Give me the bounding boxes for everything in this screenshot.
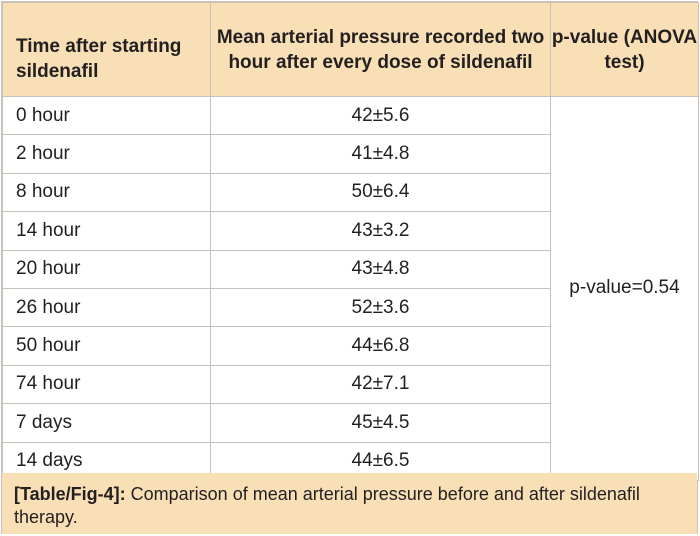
time-cell: 8 hour bbox=[2, 172, 211, 213]
caption-label: [Table/Fig-4]: bbox=[14, 484, 126, 504]
time-cell: 2 hour bbox=[2, 134, 211, 174]
time-cell: 0 hour bbox=[2, 95, 211, 136]
data-table: Time after starting sildenafil Mean arte… bbox=[2, 2, 699, 481]
pressure-cell: 45±4.5 bbox=[210, 403, 551, 443]
table-caption: [Table/Fig-4]: Comparison of mean arteri… bbox=[2, 473, 697, 534]
p-value-cell: p-value=0.54 bbox=[550, 96, 699, 481]
caption-text: Comparison of mean arterial pressure bef… bbox=[14, 484, 640, 527]
time-cell: 20 hour bbox=[2, 249, 211, 289]
table-row: 20 hour 43±4.8 bbox=[2, 249, 699, 289]
pressure-cell: 50±6.4 bbox=[210, 172, 551, 213]
time-cell: 7 days bbox=[2, 403, 211, 443]
header-p-value: p-value (ANOVA test) bbox=[550, 2, 699, 97]
time-cell: 26 hour bbox=[2, 287, 211, 328]
table-row: 0 hour 42±5.6 p-value=0.54 bbox=[2, 95, 699, 481]
time-cell: 74 hour bbox=[2, 364, 211, 405]
pressure-cell: 52±3.6 bbox=[210, 287, 551, 328]
time-cell: 14 hour bbox=[2, 211, 211, 251]
table-row: 14 hour 43±3.2 bbox=[2, 211, 699, 251]
header-mean-arterial-pressure: Mean arterial pressure recorded two hour… bbox=[210, 2, 551, 97]
table-row: 2 hour 41±4.8 bbox=[2, 134, 699, 174]
time-cell: 50 hour bbox=[2, 326, 211, 366]
pressure-cell: 43±4.8 bbox=[210, 249, 551, 289]
table-row: 74 hour 42±7.1 bbox=[2, 364, 699, 405]
pressure-cell: 42±7.1 bbox=[210, 364, 551, 405]
table-row: 26 hour 52±3.6 bbox=[2, 287, 699, 328]
table-row: 8 hour 50±6.4 bbox=[2, 172, 699, 213]
pressure-cell: 44±6.8 bbox=[210, 326, 551, 366]
header-time-after-starting: Time after starting sildenafil bbox=[2, 2, 211, 97]
pressure-cell: 43±3.2 bbox=[210, 211, 551, 251]
header-row: Time after starting sildenafil Mean arte… bbox=[2, 2, 699, 97]
table-row: 7 days 45±4.5 bbox=[2, 403, 699, 443]
pressure-cell: 42±5.6 bbox=[210, 95, 551, 136]
table-row: 50 hour 44±6.8 bbox=[2, 326, 699, 366]
pressure-cell: 41±4.8 bbox=[210, 134, 551, 174]
